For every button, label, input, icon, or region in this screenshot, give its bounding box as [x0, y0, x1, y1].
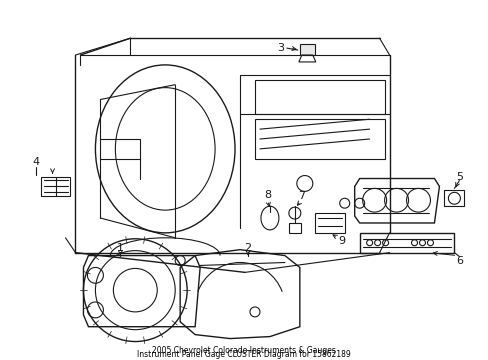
Text: 9: 9: [338, 236, 345, 246]
Text: 3: 3: [277, 43, 284, 53]
Text: 7: 7: [298, 191, 305, 201]
Text: 4: 4: [32, 157, 39, 167]
Text: 5: 5: [455, 172, 462, 181]
Polygon shape: [299, 44, 314, 55]
Text: 2: 2: [244, 243, 251, 253]
Text: 2005 Chevrolet Colorado Instruments & Gauges: 2005 Chevrolet Colorado Instruments & Ga…: [152, 346, 335, 355]
Text: Instrument Panel Gage CLUSTER Diagram for 15862189: Instrument Panel Gage CLUSTER Diagram fo…: [137, 350, 350, 359]
Text: 1: 1: [117, 243, 123, 253]
Text: 6: 6: [455, 256, 462, 266]
Text: 8: 8: [264, 190, 271, 200]
